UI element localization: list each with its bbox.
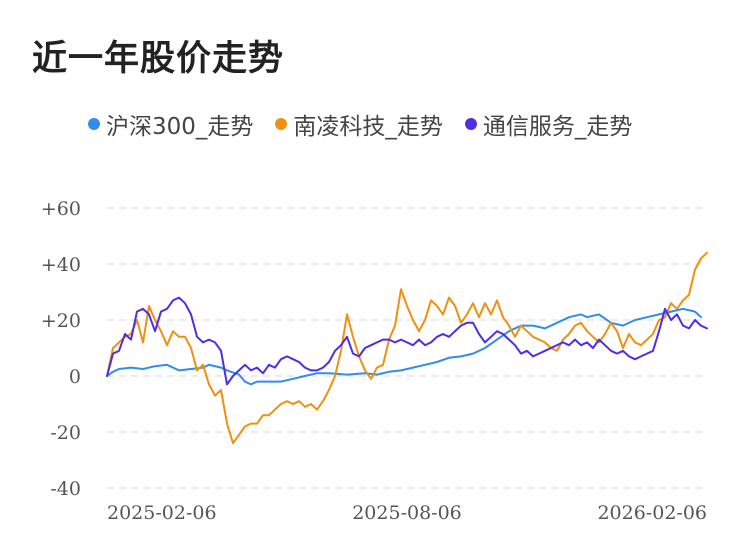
legend-label: 通信服务_走势 [482, 114, 633, 140]
legend-label: 沪深300_走势 [106, 114, 254, 140]
legend-item-nanling[interactable]: 南凌科技_走势 [275, 107, 443, 141]
legend-dot-icon [275, 118, 288, 130]
x-tick-label: 2026-02-06 [597, 502, 707, 524]
legend-item-telecom[interactable]: 通信服务_走势 [464, 107, 633, 141]
chart-title: 近一年股价走势 [32, 39, 285, 79]
series-line-1 [106, 251, 708, 445]
legend-label: 南凌科技_走势 [293, 114, 443, 140]
y-tick-label: -20 [50, 422, 81, 444]
y-tick-label: 0 [69, 366, 81, 388]
y-tick-label: +40 [41, 254, 81, 276]
legend-item-hs300[interactable]: 沪深300_走势 [88, 107, 253, 141]
y-tick-label: +20 [41, 310, 81, 332]
chart-legend: 沪深300_走势 南凌科技_走势 通信服务_走势 [88, 108, 654, 140]
legend-dot-icon [88, 118, 100, 130]
series-line-2 [106, 296, 708, 386]
x-tick-label: 2025-02-06 [107, 502, 217, 524]
legend-dot-icon [464, 118, 477, 130]
y-tick-label: -40 [50, 478, 81, 500]
y-tick-label: +60 [41, 198, 81, 220]
x-tick-label: 2025-08-06 [352, 502, 462, 524]
